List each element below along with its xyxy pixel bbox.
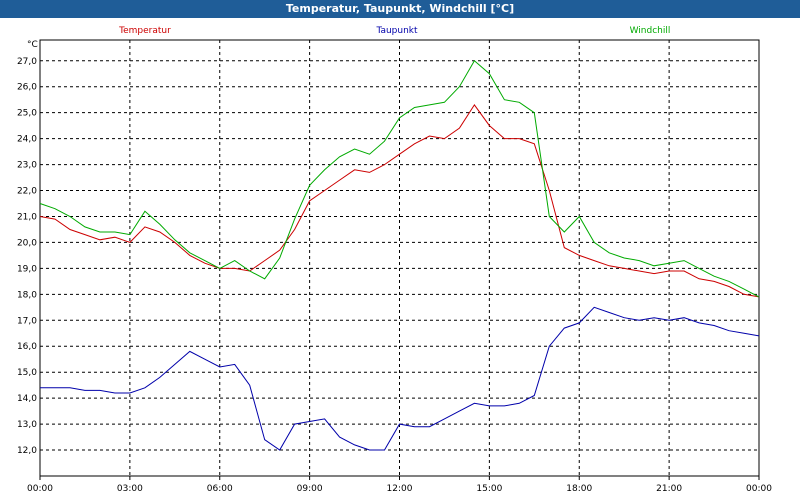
window-title: Temperatur, Taupunkt, Windchill [°C] [0, 0, 800, 18]
y-tick-label: 22,0 [17, 187, 37, 197]
y-tick-label: 13,0 [17, 420, 37, 430]
y-axis-unit: °C [27, 40, 38, 50]
x-tick-time: 21:00 [656, 484, 682, 494]
y-tick-label: 19,0 [17, 264, 37, 274]
x-tick-time: 06:00 [207, 484, 233, 494]
x-tick-time: 12:00 [387, 484, 413, 494]
series-lines [39, 60, 760, 451]
y-tick-label: 20,0 [17, 238, 37, 248]
chart-canvas: 12,0 13,0 14,0 15,0 16,0 17,0 18,0 19,0 20,0 21,0… [17, 26, 772, 494]
x-tick-labels: 00:0006.08.1903:0006.08.1906:0006.08.190… [27, 484, 772, 494]
x-tick-time: 03:00 [117, 484, 143, 494]
series-line-windchill [39, 60, 760, 298]
x-tick-time: 18:00 [566, 484, 592, 494]
x-tick-time: 15:00 [476, 484, 502, 494]
x-tick-time: 00:00 [27, 484, 53, 494]
legend-temperatur: Temperatur [118, 26, 171, 36]
series-line-temperatur [39, 104, 760, 298]
y-tick-label: 21,0 [17, 212, 37, 222]
y-tick-label: 23,0 [17, 161, 37, 171]
y-tick-label: 15,0 [17, 368, 37, 378]
y-tick-label: 16,0 [17, 342, 37, 352]
y-tick-label: 12,0 [17, 446, 37, 456]
y-tick-label: 17,0 [17, 316, 37, 326]
y-tick-label: 27,0 [17, 57, 37, 67]
grid-lines [39, 40, 760, 480]
series-line-taupunkt [40, 306, 760, 451]
y-tick-label: 14,0 [17, 394, 37, 404]
y-tick-label: 18,0 [17, 290, 37, 300]
y-tick-labels: 12,0 13,0 14,0 15,0 16,0 17,0 18,0 19,0 20,0 21,0… [17, 57, 37, 456]
legend-taupunkt: Taupunkt [375, 26, 418, 36]
y-tick-label: 26,0 [17, 83, 37, 93]
y-tick-label: 25,0 [17, 109, 37, 119]
legend-windchill: Windchill [630, 26, 671, 36]
x-tick-time: 00:00 [746, 484, 772, 494]
x-tick-time: 09:00 [297, 484, 323, 494]
y-tick-label: 24,0 [17, 135, 37, 145]
